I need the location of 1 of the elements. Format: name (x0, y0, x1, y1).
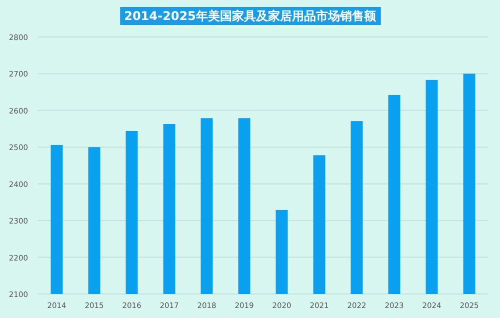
chart-title: 2014-2025年美国家具及家居用品市场销售额 (124, 9, 377, 23)
